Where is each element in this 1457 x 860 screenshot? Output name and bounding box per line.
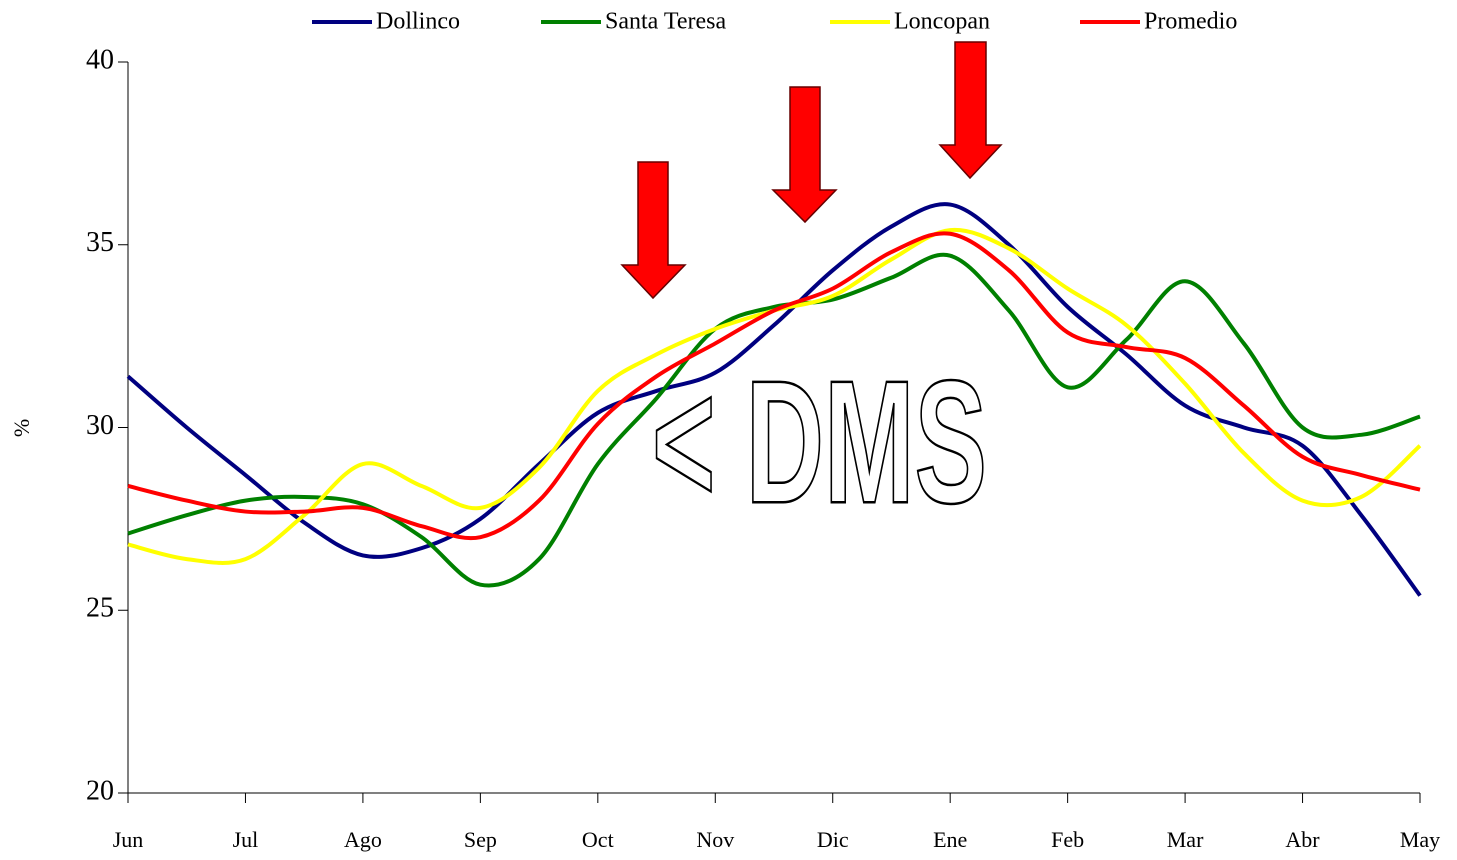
x-tick-label: Oct (582, 827, 614, 852)
y-tick-label: 30 (86, 410, 114, 441)
x-tick-label: Ene (933, 827, 967, 852)
arrow (620, 161, 687, 300)
annotation: < DMS (652, 345, 987, 540)
x-tick-label: Jun (113, 827, 144, 852)
x-tick-label: Sep (464, 827, 497, 852)
legend-label: Dollinco (376, 9, 460, 35)
y-tick-label: 20 (86, 775, 114, 806)
x-tick-label: Nov (696, 827, 734, 852)
arrow (771, 86, 838, 224)
legend-label: Loncopan (894, 9, 990, 35)
x-tick-label: Mar (1167, 827, 1204, 852)
arrow (938, 41, 1003, 180)
y-tick-label: 25 (86, 593, 114, 624)
series-line (127, 231, 1421, 541)
y-tick-label: 35 (86, 227, 114, 258)
x-tick-label: Feb (1051, 827, 1084, 852)
arrows (620, 41, 1003, 300)
x-tick-label: May (1400, 827, 1440, 852)
x-tick-label: Jul (233, 827, 259, 852)
legend-label: Santa Teresa (605, 9, 727, 35)
legend-label: Promedio (1144, 9, 1237, 35)
x-tick-label: Ago (344, 827, 382, 852)
x-tick-label: Abr (1285, 827, 1320, 852)
x-tick-label: Dic (817, 827, 849, 852)
y-tick-label: 40 (86, 44, 114, 75)
y-axis-label: % (9, 419, 34, 437)
